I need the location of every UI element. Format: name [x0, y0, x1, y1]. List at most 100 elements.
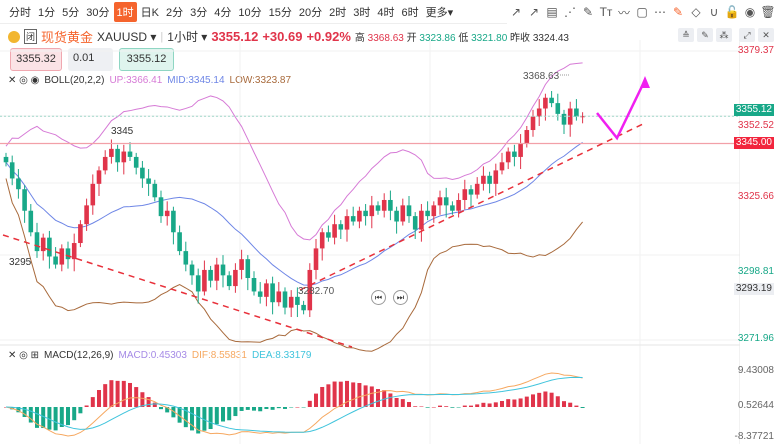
period-tab[interactable]: 30分: [86, 6, 110, 19]
candle-body: [505, 151, 511, 163]
period-tab[interactable]: 10分: [238, 6, 262, 19]
drawing-tool-icon[interactable]: ◇: [691, 5, 701, 19]
macd-bar: [537, 392, 542, 407]
macd-bar: [47, 407, 52, 430]
macd-bar: [345, 380, 349, 407]
drawing-tool-icon[interactable]: ◉: [744, 5, 756, 19]
candle-body: [140, 167, 145, 179]
low-annotation: 3282.70: [298, 286, 335, 297]
chart-canvas[interactable]: [0, 0, 740, 444]
candle-body: [208, 269, 213, 281]
period-tab[interactable]: 更多▾: [425, 6, 454, 19]
candle-body: [78, 224, 83, 244]
period-tab[interactable]: 分时: [9, 6, 31, 19]
macd-bar: [264, 407, 269, 410]
indicator-icon[interactable]: ≙: [678, 28, 694, 42]
drawing-tool-icon[interactable]: Tт: [599, 5, 613, 19]
drawing-tool-icon[interactable]: 〰: [617, 5, 630, 20]
drawing-tool-icon[interactable]: ▢: [636, 5, 648, 19]
drawing-tool-icon[interactable]: 🗑: [760, 5, 776, 19]
macd-bar: [28, 407, 33, 423]
drawing-tool-icon[interactable]: ▤: [546, 5, 558, 19]
drawing-tool-icon[interactable]: ⋯: [654, 5, 666, 19]
sell-button[interactable]: 3355.32: [10, 48, 62, 71]
macd-bar: [90, 397, 95, 407]
macd-bar: [41, 407, 46, 429]
macd-bar: [500, 400, 504, 407]
buy-button[interactable]: 3355.12: [119, 48, 174, 71]
period-tab[interactable]: 4分: [214, 6, 232, 19]
candle-body: [183, 251, 189, 265]
boll-low: LOW:3323.87: [229, 75, 292, 86]
macd-bar: [481, 402, 486, 407]
period-tab[interactable]: 3分: [190, 6, 208, 19]
symbol-name: 现货黄金: [41, 30, 94, 45]
drawing-tool-icon[interactable]: ↗: [510, 5, 522, 19]
drawing-tool-icon[interactable]: ∪: [709, 5, 719, 19]
dea-value: DEA:8.33179: [251, 350, 312, 361]
close-icon[interactable]: ✕ ◎ ⊞: [8, 350, 40, 361]
candle-body: [530, 116, 536, 131]
fullscreen-icon[interactable]: ⤢: [739, 28, 755, 42]
macd-bar: [518, 398, 523, 407]
period-tab[interactable]: 日K: [140, 6, 159, 19]
candle-body: [16, 178, 21, 190]
macd-bar: [35, 407, 39, 428]
close-icon[interactable]: ✕: [758, 28, 774, 42]
macd-bar: [388, 393, 393, 407]
period-tab[interactable]: 1时: [113, 1, 137, 22]
period-tab[interactable]: 15分: [268, 6, 292, 19]
period-tab[interactable]: 20分: [298, 6, 323, 19]
drawing-tool-icon[interactable]: ✎: [672, 5, 684, 19]
high-label: 高: [354, 33, 365, 44]
macd-bar: [239, 407, 244, 411]
drawing-tool-icon[interactable]: ✎: [582, 5, 594, 19]
candle-body: [580, 116, 585, 118]
macd-bar: [78, 407, 83, 414]
high: 3368.63: [367, 33, 404, 44]
macd-bar: [53, 407, 58, 431]
macd-bar: [140, 392, 145, 407]
candle-body: [493, 170, 499, 184]
macd-bar: [214, 407, 219, 425]
candle-body: [338, 224, 344, 230]
period-tab[interactable]: 6时: [401, 6, 419, 19]
candle-body: [96, 170, 102, 184]
period-tab[interactable]: 2时: [329, 6, 347, 19]
candle-body: [264, 283, 269, 297]
drawing-tool-icon[interactable]: ↗: [528, 5, 540, 19]
candle-body: [164, 210, 170, 217]
next-button[interactable]: ⏭: [393, 290, 408, 305]
macd-bar: [283, 407, 287, 409]
period-tab[interactable]: 3时: [353, 6, 371, 19]
compare-icon[interactable]: ⁂: [716, 28, 732, 42]
period-tab[interactable]: 5分: [62, 6, 80, 19]
macd-bar: [97, 390, 101, 407]
draw-icon[interactable]: ✎: [697, 28, 713, 42]
candle-body: [462, 189, 468, 200]
candle-body: [214, 264, 220, 281]
prev-button[interactable]: ⏮: [371, 290, 386, 305]
candle-body: [307, 269, 313, 311]
lot-input[interactable]: 0.01: [68, 48, 113, 71]
period-tab[interactable]: 1分: [38, 6, 56, 19]
macd-bar: [221, 407, 225, 422]
candle-body: [171, 210, 176, 233]
macd-bar: [115, 380, 120, 407]
low-label: 低: [458, 33, 469, 44]
current-price-tag: 3355.12: [733, 104, 774, 116]
period-tab[interactable]: 4时: [377, 6, 395, 19]
symbol-code[interactable]: XAUUSD ▾: [97, 29, 157, 44]
macd-bar: [394, 397, 399, 407]
macd-legend: ✕ ◎ ⊞ MACD(12,26,9) MACD:0.45303 DIF:8.5…: [8, 350, 311, 361]
drawing-tool-icon[interactable]: 🔓: [724, 5, 740, 19]
close-icon[interactable]: ✕ ◎ ◉: [8, 75, 40, 86]
interval-select[interactable]: 1小时 ▾: [167, 30, 208, 44]
candle-body: [412, 216, 418, 230]
alert-price-tag[interactable]: 3293.19: [733, 283, 774, 295]
period-tab[interactable]: 2分: [165, 6, 184, 19]
arrow-head: [640, 76, 650, 88]
macd-value: MACD:0.45303: [118, 350, 187, 361]
macd-bar: [165, 407, 170, 413]
drawing-tool-icon[interactable]: ⋰: [564, 5, 576, 19]
